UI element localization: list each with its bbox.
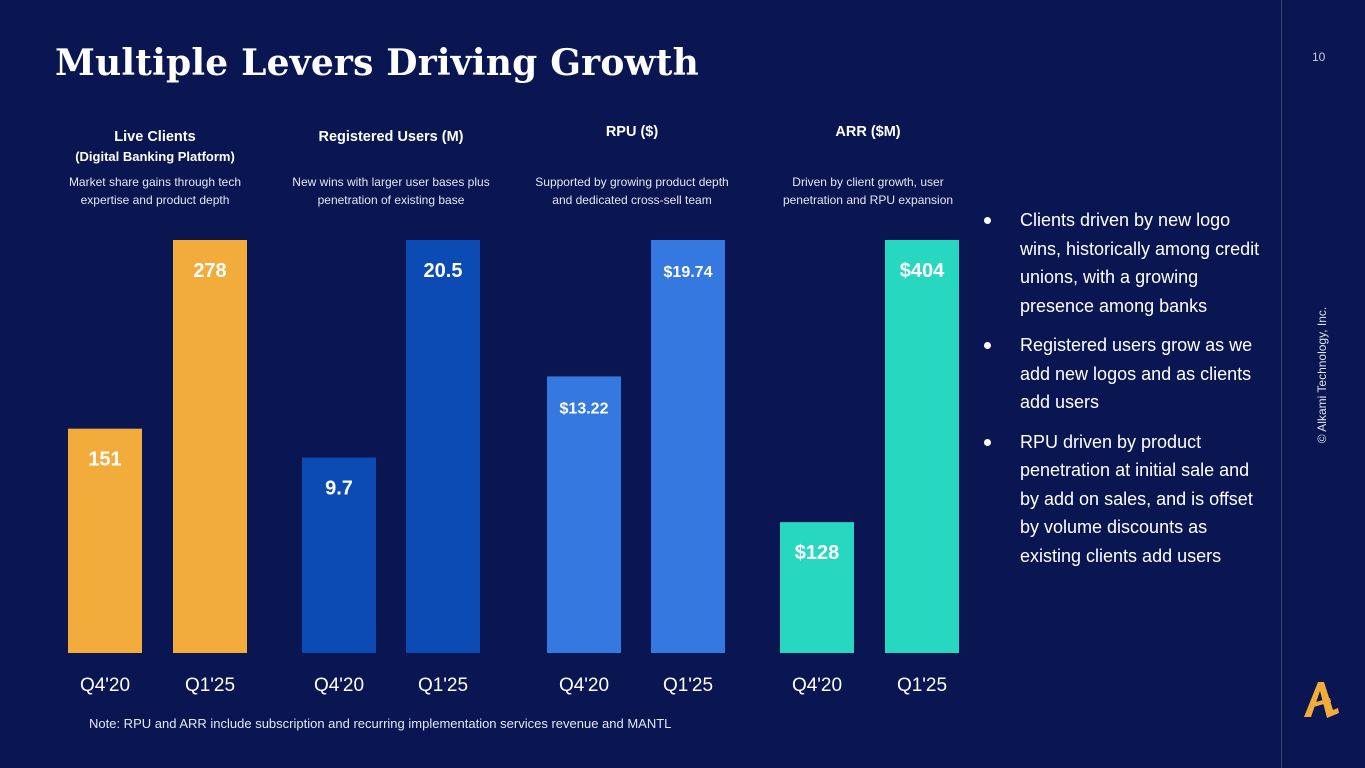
bullet-dot-icon xyxy=(984,342,991,349)
chart-bar xyxy=(885,240,959,653)
bar-value-label: $19.74 xyxy=(664,264,713,281)
bar-value-label: 278 xyxy=(193,260,226,282)
bar-value-label: 20.5 xyxy=(424,260,463,282)
bar-value-label: $404 xyxy=(900,260,945,282)
x-tick-label: Q1'25 xyxy=(663,675,713,696)
panel-description-rpu: Supported by growing product depth and d… xyxy=(512,173,752,209)
chart-bar xyxy=(547,376,621,653)
chart-bar xyxy=(780,522,854,653)
x-tick-label: Q4'20 xyxy=(314,675,364,696)
page-title: Multiple Levers Driving Growth xyxy=(55,42,699,84)
panel-subtitle: (Digital Banking Platform) xyxy=(75,149,235,164)
description-line: New wins with larger user bases plus xyxy=(292,175,490,189)
bullet-dot-icon xyxy=(984,217,991,224)
chart-bar xyxy=(302,457,376,653)
chart-bar xyxy=(651,240,725,653)
panel-title-text: Registered Users (M) xyxy=(318,129,464,145)
bar-value-label: $128 xyxy=(795,542,840,564)
description-line: Supported by growing product depth xyxy=(535,175,729,189)
bar-charts: 151 Q4'20 278 Q1'25 9.7 Q4'20 20.5 Q1'25 $13.22 Q… xyxy=(68,240,959,696)
x-tick-label: Q1'25 xyxy=(185,675,235,696)
x-tick-label: Q4'20 xyxy=(559,675,609,696)
description-line: Driven by client growth, user xyxy=(792,175,944,189)
alkami-a-logo-icon xyxy=(1304,682,1339,718)
chart-bar xyxy=(68,428,142,653)
description-line: Market share gains through tech xyxy=(68,175,242,189)
x-tick-label: Q4'20 xyxy=(792,675,842,696)
commentary-bullet: Registered users grow as we add new logo… xyxy=(983,331,1273,417)
panel-title-text: ARR ($M) xyxy=(835,124,901,140)
panel-title-rpu: RPU ($) xyxy=(532,122,732,142)
bar-value-label: 9.7 xyxy=(325,478,353,500)
panel-title-registered-users: Registered Users (M) xyxy=(276,127,506,147)
x-tick-label: Q1'25 xyxy=(418,675,468,696)
vertical-divider xyxy=(1281,0,1282,768)
bullet-text: Registered users grow as we add new logo… xyxy=(1020,335,1253,412)
panel-description-arr: Driven by client growth, user penetratio… xyxy=(758,173,978,209)
page-number: 10 xyxy=(1312,50,1326,64)
panel-title-arr: ARR ($M) xyxy=(768,122,968,142)
panel-title-text: RPU ($) xyxy=(605,124,659,140)
footnote: Note: RPU and ARR include subscription a… xyxy=(89,716,672,731)
bar-value-label: $13.22 xyxy=(560,400,609,417)
x-tick-label: Q4'20 xyxy=(80,675,130,696)
commentary-list: Clients driven by new logo wins, histori… xyxy=(983,206,1273,581)
bullet-dot-icon xyxy=(984,438,991,446)
bar-value-label: 151 xyxy=(88,449,121,471)
bullet-text: Clients driven by new logo wins, histori… xyxy=(1020,210,1260,316)
bullet-text: RPU driven by product penetration at ini… xyxy=(1020,431,1253,566)
description-line: expertise and product depth xyxy=(80,193,230,207)
x-tick-label: Q1'25 xyxy=(897,675,947,696)
panel-title-text: Live Clients xyxy=(114,129,196,145)
description-line: and dedicated cross-sell team xyxy=(552,193,712,207)
chart-bar xyxy=(173,240,247,653)
panel-title-live-clients: Live Clients (Digital Banking Platform) xyxy=(55,127,255,167)
description-line: penetration and RPU expansion xyxy=(782,193,954,207)
panel-description-live-clients: Market share gains through tech expertis… xyxy=(45,173,265,209)
chart-bar xyxy=(406,240,480,653)
commentary-bullet: RPU driven by product penetration at ini… xyxy=(983,428,1273,571)
commentary-bullet: Clients driven by new logo wins, histori… xyxy=(983,206,1273,320)
description-line: penetration of existing base xyxy=(317,193,465,207)
panel-description-registered-users: New wins with larger user bases plus pen… xyxy=(271,173,511,209)
copyright-text: © Alkami Technology, Inc. xyxy=(1315,306,1329,444)
